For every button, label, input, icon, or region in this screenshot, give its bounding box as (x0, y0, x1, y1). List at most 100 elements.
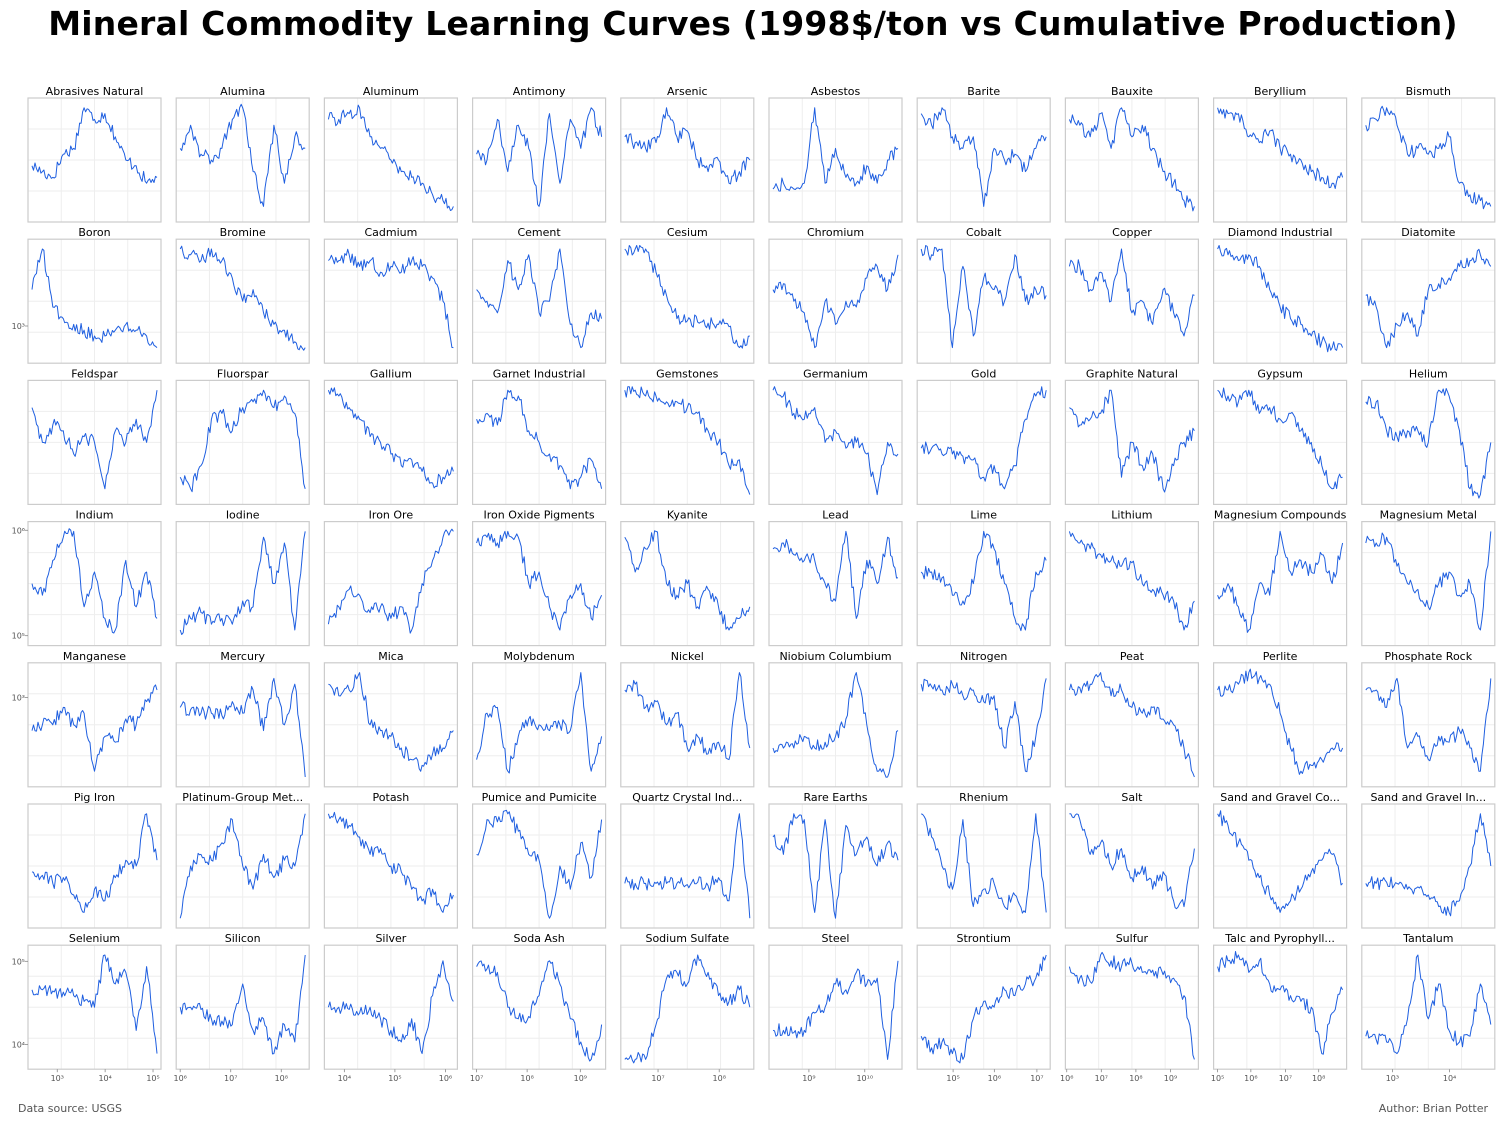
panel-frame (27, 97, 162, 223)
y-tick-label: 10⁶ (12, 526, 25, 535)
x-tick-label: 10⁸ (520, 1074, 533, 1083)
panel-title: Sand and Gravel Co... (1220, 791, 1340, 804)
series-line (1068, 531, 1195, 631)
series-line (1365, 248, 1492, 349)
series-line (327, 811, 454, 913)
series-line (920, 107, 1047, 207)
panel: Selenium 10³ 10⁴ 10⁵ 10⁵ 10⁴ (12, 932, 162, 1083)
panel: Garnet Industrial (472, 367, 607, 505)
series-line (772, 960, 899, 1060)
panel-title: Iron Oxide Pigments (484, 509, 595, 522)
series-line (920, 813, 1047, 914)
panel-title: Magnesium Compounds (1214, 509, 1347, 522)
panel: Manganese 10³ (12, 650, 162, 788)
y-tick-label: 10³ (12, 694, 25, 703)
panel-title: Sulfur (1116, 932, 1149, 945)
panel-frame (620, 379, 755, 505)
series-line (476, 809, 603, 919)
panel-frame (768, 520, 903, 647)
panel: Gold (916, 367, 1051, 505)
series-line (1365, 954, 1492, 1055)
panel: Abrasives Natural (27, 85, 162, 223)
panel-frame (323, 662, 458, 788)
panel-frame (1064, 803, 1200, 929)
panel-title: Soda Ash (514, 932, 565, 945)
panel: Barite (916, 85, 1051, 223)
panel: Magnesium Compounds (1212, 509, 1348, 647)
series-line (476, 672, 603, 774)
panel: Antimony (472, 85, 607, 223)
series-line (31, 684, 158, 772)
x-tick-label: 10³ (1386, 1074, 1399, 1083)
series-line (772, 254, 899, 349)
x-tick-label: 10⁶ (1244, 1074, 1257, 1083)
panel-frame (1064, 520, 1200, 647)
panel-title: Garnet Industrial (493, 367, 586, 380)
panel: Copper (1064, 226, 1200, 364)
panel: Gallium (323, 367, 458, 505)
panel: Nickel (620, 650, 755, 788)
panel: Silver 10⁴ 10⁵ 10⁶ (323, 932, 458, 1083)
series-line (920, 530, 1047, 632)
panel-title: Strontium (957, 932, 1011, 945)
panel-title: Platinum-Group Met... (182, 791, 303, 804)
y-tick-label: 10⁵ (12, 957, 25, 966)
x-tick-label: 10⁸ (713, 1074, 726, 1083)
panel-frame (768, 379, 903, 505)
series-line (624, 672, 751, 761)
panel-frame (768, 944, 903, 1070)
panel: Silicon 10⁶ 10⁷ 10⁸ (173, 932, 310, 1083)
panel-frame (27, 662, 162, 788)
panel-title: Aluminum (363, 85, 419, 98)
panel-frame (323, 238, 458, 364)
panel: Strontium 10⁵ 10⁶ 10⁷ (916, 932, 1051, 1083)
panel-frame (1064, 238, 1200, 364)
panel: Talc and Pyrophyll... 10⁵ 10⁶ 10⁷ 10⁸ (1211, 932, 1348, 1083)
panel-frame (323, 803, 458, 929)
panel: Beryllium (1212, 85, 1348, 223)
panel-title: Sand and Gravel In... (1370, 791, 1486, 804)
series-line (476, 960, 603, 1062)
panel-title: Silver (375, 932, 406, 945)
x-tick-label: 10⁵ (1211, 1074, 1224, 1083)
series-line (1365, 388, 1492, 499)
panel-frame (1212, 520, 1348, 647)
panel-title: Indium (76, 509, 114, 522)
panel-frame (175, 520, 310, 647)
panel: Magnesium Metal (1361, 509, 1496, 647)
panel: Diatomite (1361, 226, 1496, 364)
panel: Soda Ash 10⁷ 10⁸ 10⁹ (470, 932, 607, 1083)
panel-frame (323, 379, 458, 505)
panel: Mica (323, 650, 458, 788)
series-line (1217, 668, 1344, 775)
panel-title: Cement (517, 226, 561, 239)
panel-frame (175, 944, 310, 1070)
x-tick-label: 10⁵ (388, 1074, 401, 1083)
panel: Phosphate Rock (1361, 650, 1496, 788)
panel-frame (1212, 944, 1348, 1070)
x-tick-label: 10⁴ (338, 1074, 351, 1083)
panel-title: Rhenium (959, 791, 1008, 804)
series-line (1069, 389, 1195, 493)
series-line (772, 672, 899, 778)
panel-frame (472, 97, 607, 223)
series-line (179, 245, 306, 351)
panel-frame (916, 662, 1051, 788)
panel: Peat (1064, 650, 1200, 788)
panel-title: Copper (1112, 226, 1152, 239)
panel-title: Niobium Columbium (779, 650, 891, 663)
panel-title: Kyanite (667, 509, 708, 522)
series-line (328, 248, 454, 349)
panel-frame (1361, 803, 1496, 929)
panel-title: Gold (971, 367, 996, 380)
panel-frame (768, 662, 903, 788)
panel-frame (916, 944, 1051, 1070)
y-tick-label: 10⁵ (12, 632, 25, 641)
x-tick-label: 10⁶ (173, 1074, 186, 1083)
x-tick-label: 10⁷ (224, 1074, 237, 1083)
panel-frame (1064, 379, 1200, 505)
panel-frame (620, 520, 755, 647)
panel-frame (768, 238, 903, 364)
panel-frame (323, 97, 458, 223)
